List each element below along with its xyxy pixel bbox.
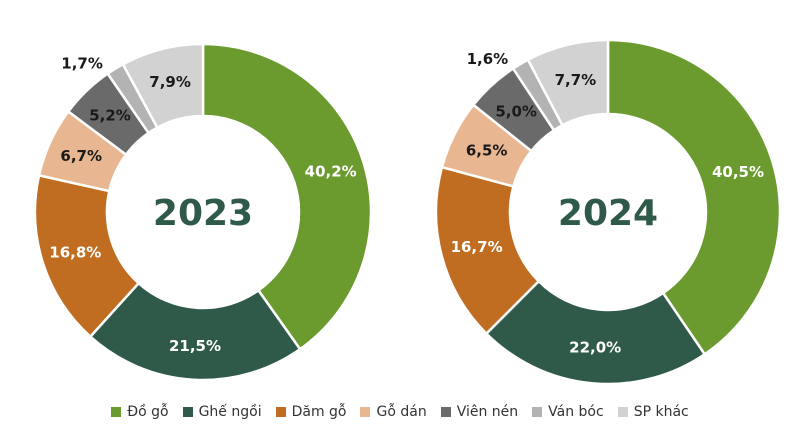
donut-chart-2023: 40,2% 21,5% 16,8% 6,7% 5,2% 1,7% 7,9% 2023 bbox=[33, 42, 373, 382]
data-label-vien-nen-2023: 5,2% bbox=[89, 106, 131, 124]
data-label-van-boc-2024: 1,6% bbox=[467, 50, 509, 68]
legend-item-ghe-ngoi: Ghế ngồi bbox=[182, 404, 262, 420]
data-label-ghe-ngoi-2023: 21,5% bbox=[169, 337, 221, 355]
legend-swatch bbox=[617, 407, 628, 417]
data-label-ghe-ngoi-2024: 22,0% bbox=[569, 338, 621, 356]
slice-sp-khac-2024 bbox=[526, 38, 610, 127]
slice-ghe-ngoi-2023 bbox=[88, 281, 302, 382]
legend-label: Gỗ dán bbox=[376, 404, 427, 420]
legend-label: SP khác bbox=[633, 404, 689, 420]
legend-swatch bbox=[440, 407, 451, 417]
center-year-label: 2023 bbox=[153, 193, 253, 234]
data-label-sp-khac-2024: 7,7% bbox=[555, 71, 597, 89]
legend-label: Ghế ngồi bbox=[198, 404, 262, 420]
slice-do-go-2024 bbox=[606, 38, 782, 356]
legend-swatch bbox=[360, 407, 371, 417]
legend-item-van-boc: Ván bóc bbox=[532, 404, 604, 420]
legend-swatch bbox=[111, 407, 122, 417]
legend-swatch bbox=[275, 407, 286, 417]
legend-item-do-go: Đồ gỗ bbox=[111, 404, 169, 420]
slice-ghe-ngoi-2024 bbox=[484, 279, 707, 386]
slice-sp-khac-2023 bbox=[121, 42, 205, 130]
legend-item-dam-go: Dăm gỗ bbox=[275, 404, 347, 420]
legend-item-vien-nen: Viên nén bbox=[440, 404, 519, 420]
legend-swatch bbox=[182, 407, 193, 417]
donut-chart-2024: 40,5% 22,0% 16,7% 6,5% 5,0% 1,6% 7,7% 2024 bbox=[434, 38, 782, 386]
data-label-go-dan-2023: 6,7% bbox=[60, 147, 102, 165]
legend-label: Dăm gỗ bbox=[291, 404, 347, 420]
data-label-sp-khac-2023: 7,9% bbox=[149, 73, 191, 91]
data-label-vien-nen-2024: 5,0% bbox=[495, 103, 537, 121]
legend-label: Đồ gỗ bbox=[127, 404, 169, 420]
legend-item-go-dan: Gỗ dán bbox=[360, 404, 427, 420]
data-label-go-dan-2024: 6,5% bbox=[466, 142, 508, 160]
legend-label: Ván bóc bbox=[548, 404, 604, 420]
chart-legend: Đồ gỗ Ghế ngồi Dăm gỗ Gỗ dán Viên nén Ván bóc… bbox=[0, 400, 800, 424]
legend-label: Viên nén bbox=[456, 404, 519, 420]
data-label-dam-go-2023: 16,8% bbox=[49, 244, 101, 262]
legend-item-sp-khac: SP khác bbox=[617, 404, 689, 420]
data-label-van-boc-2023: 1,7% bbox=[61, 55, 103, 73]
slice-do-go-2023 bbox=[201, 42, 373, 351]
data-label-do-go-2024: 40,5% bbox=[712, 163, 764, 181]
data-label-do-go-2023: 40,2% bbox=[305, 162, 357, 180]
data-label-dam-go-2024: 16,7% bbox=[451, 238, 503, 256]
center-year-label: 2024 bbox=[558, 193, 658, 234]
legend-swatch bbox=[532, 407, 543, 417]
